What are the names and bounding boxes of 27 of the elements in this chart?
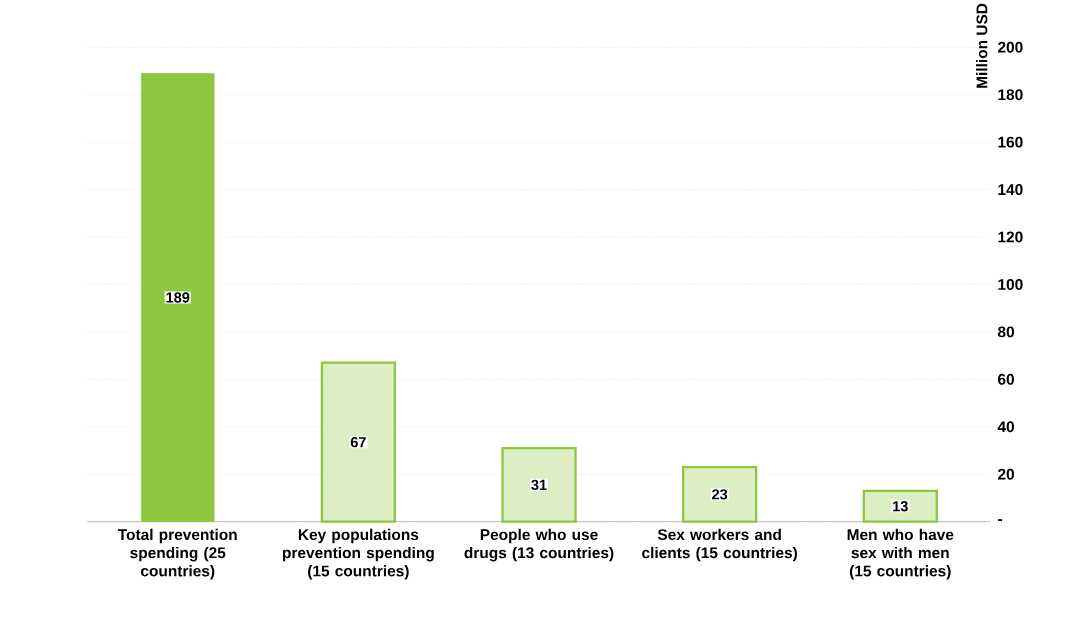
- data-label: 31: [531, 479, 547, 491]
- y-tick-label: 160: [998, 136, 1023, 148]
- x-tick-label: Total prevention spending (25 countries): [117, 528, 237, 580]
- y-tick-label: 140: [998, 184, 1023, 196]
- x-tick-label: Key populations prevention spending (15 countries): [282, 528, 434, 580]
- y-tick-label: 40: [997, 421, 1014, 433]
- y-tick-label: 120: [998, 231, 1023, 243]
- x-tick-label: Men who have sex with men (15 countries): [847, 528, 954, 580]
- y-tick-label: 20: [998, 468, 1014, 480]
- x-tick-label: People who use drugs (13 countries): [464, 528, 614, 562]
- x-tick-label: Sex workers and clients (15 countries): [642, 528, 797, 562]
- data-label: 67: [350, 437, 366, 448]
- data-label: 189: [166, 292, 190, 303]
- y-tick-label: 180: [998, 89, 1023, 101]
- y-tick-label: 60: [998, 373, 1014, 385]
- bar: [501, 447, 577, 523]
- y-tick-label: 80: [997, 326, 1014, 338]
- y-tick-label: 200: [998, 41, 1023, 53]
- bar: [682, 465, 758, 523]
- bar: [141, 73, 215, 522]
- y-tick-label: 100: [998, 279, 1023, 290]
- bar: [862, 489, 938, 523]
- data-label: 23: [712, 489, 728, 500]
- y-tick-label: -: [998, 519, 1002, 522]
- data-label: 13: [893, 501, 908, 512]
- bar: [320, 361, 396, 523]
- y-axis-title: Million USD: [976, 3, 988, 88]
